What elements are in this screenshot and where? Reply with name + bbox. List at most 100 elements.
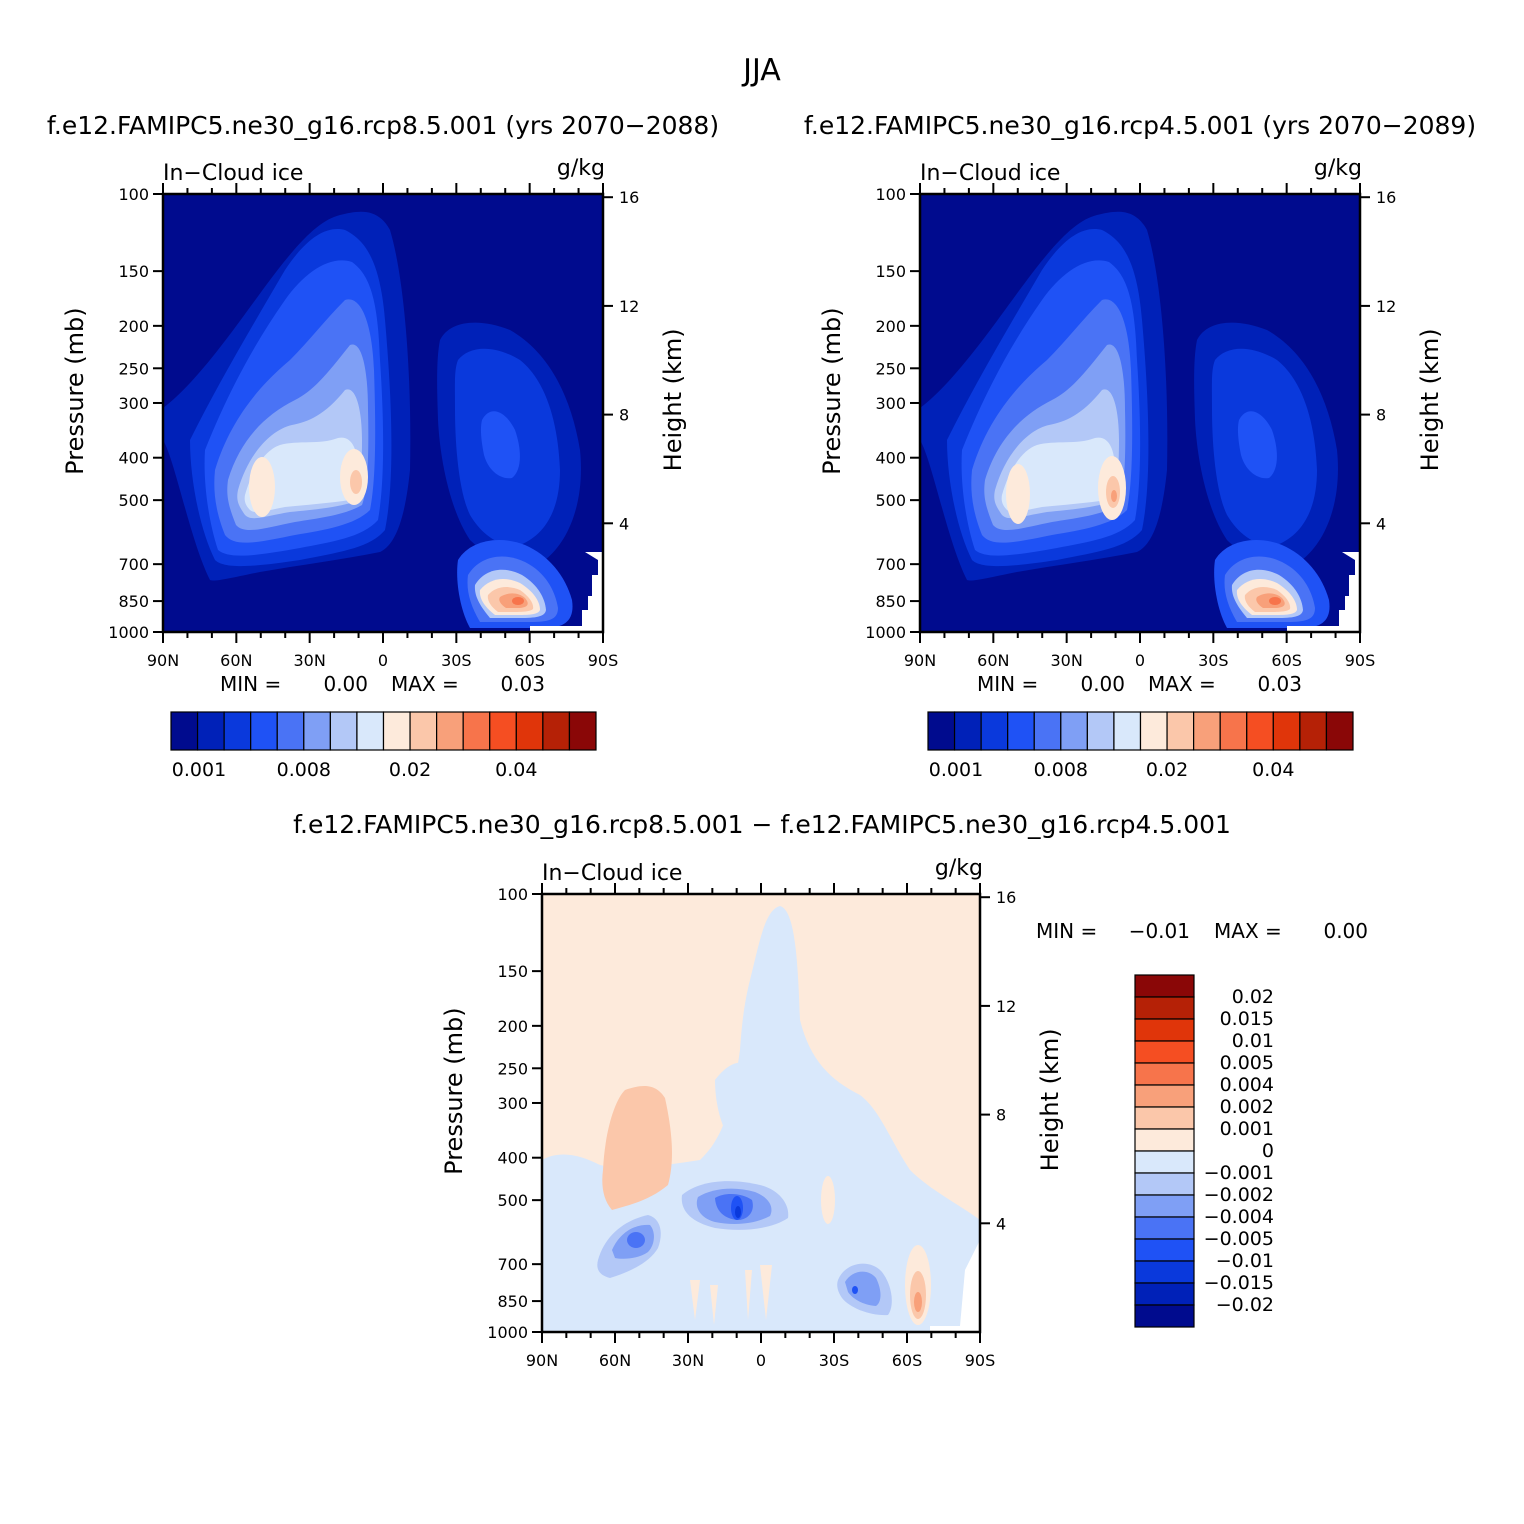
colorbar-box: [223, 711, 252, 751]
colorbar-box: [1134, 1062, 1195, 1086]
x-tick-label: 30S: [819, 1351, 850, 1370]
y-tick-label: 100: [118, 185, 149, 204]
x-tick-label: 0: [378, 651, 388, 670]
colorbar-box: [303, 711, 331, 751]
panel-rcp85: f.e12.FAMIPC5.ne30_g16.rcp8.5.001 (yrs 2…: [47, 111, 719, 781]
y2-tick-label: 16: [1376, 188, 1396, 207]
y-tick-label: 250: [875, 359, 906, 378]
y2-axis-title: Height (km): [1416, 328, 1444, 471]
colorbar-label: −0.001: [1204, 1162, 1274, 1184]
panel-rcp45-units: g/kg: [1314, 156, 1362, 181]
colorbar-box: [1134, 1150, 1195, 1174]
y2-tick-label: 16: [619, 188, 639, 207]
y2-tick-label: 8: [1376, 406, 1386, 425]
y-tick-label: 150: [875, 262, 906, 281]
colorbar-box: [1325, 711, 1354, 751]
panel-rcp85-field: [163, 194, 603, 632]
colorbar-label: 0.015: [1220, 1008, 1274, 1030]
colorbar-box: [1134, 1304, 1195, 1328]
y-tick-label: 150: [118, 262, 149, 281]
panel-rcp85-colorbar: 0.001 0.008 0.02 0.04: [170, 711, 597, 781]
y2-tick-label: 12: [619, 297, 639, 316]
colorbar-label: −0.015: [1204, 1272, 1274, 1294]
colorbar-box: [1134, 996, 1195, 1020]
colorbar-box: [1246, 711, 1274, 751]
colorbar-box: [1086, 711, 1115, 751]
y-tick-label: 850: [118, 592, 149, 611]
x-tick-label: 90S: [1345, 651, 1376, 670]
x-tick-label: 60N: [977, 651, 1009, 670]
colorbar-box: [1113, 711, 1142, 751]
panel-rcp85-max-label: MAX =: [391, 672, 459, 696]
y-axis-title: Pressure (mb): [440, 1007, 468, 1174]
colorbar-label: 0.04: [1252, 759, 1294, 781]
panel-rcp45-left-label: In−Cloud ice: [920, 161, 1060, 186]
colorbar-label: 0.001: [929, 759, 983, 781]
colorbar-box: [1134, 1282, 1195, 1306]
panel-difference-field: [542, 894, 980, 1332]
y-tick-label: 300: [497, 1094, 528, 1113]
y-tick-label: 150: [497, 962, 528, 981]
colorbar-box: [927, 711, 956, 751]
colorbar-box: [1219, 711, 1248, 751]
panel-rcp45-min-label: MIN =: [977, 672, 1038, 696]
y-tick-label: 500: [875, 491, 906, 510]
colorbar-label: 0.02: [1232, 986, 1274, 1008]
colorbar-box: [1134, 1106, 1195, 1130]
y2-tick-label: 8: [996, 1106, 1006, 1125]
x-tick-label: 90S: [965, 1351, 996, 1370]
y2-tick-label: 8: [619, 406, 629, 425]
y-tick-label: 700: [497, 1255, 528, 1274]
colorbar-box: [1139, 711, 1168, 751]
colorbar-box: [1134, 1216, 1195, 1240]
colorbar-label: 0.04: [495, 759, 537, 781]
colorbar-label: −0.005: [1204, 1228, 1274, 1250]
panel-difference-max-label: MAX =: [1214, 919, 1282, 943]
y-tick-label: 500: [118, 491, 149, 510]
panel-rcp85-title: f.e12.FAMIPC5.ne30_g16.rcp8.5.001 (yrs 2…: [47, 111, 719, 140]
colorbar-box: [276, 711, 305, 751]
y-tick-label: 200: [118, 317, 149, 336]
colorbar-box: [1193, 711, 1221, 751]
colorbar-box: [1134, 1172, 1195, 1196]
y2-axis-title: Height (km): [659, 328, 687, 471]
y-tick-label: 1000: [108, 623, 149, 642]
colorbar-box: [1134, 1194, 1195, 1218]
panel-difference-title: f.e12.FAMIPC5.ne30_g16.rcp8.5.001 − f.e1…: [293, 810, 1231, 839]
x-tick-label: 30N: [672, 1351, 704, 1370]
colorbar-box: [1134, 974, 1195, 998]
x-tick-label: 0: [756, 1351, 766, 1370]
colorbar-label: −0.002: [1204, 1184, 1274, 1206]
panel-rcp85-min-value: 0.00: [323, 672, 368, 696]
x-tick-label: 60N: [599, 1351, 631, 1370]
colorbar-box: [329, 711, 358, 751]
panel-difference: f.e12.FAMIPC5.ne30_g16.rcp8.5.001 − f.e1…: [293, 810, 1368, 1370]
y-tick-label: 250: [497, 1059, 528, 1078]
colorbar-label: 0.001: [1220, 1118, 1274, 1140]
panel-rcp45-colorbar: 0.001 0.008 0.02 0.04: [927, 711, 1354, 781]
colorbar-label: 0.008: [277, 759, 331, 781]
colorbar-box: [1007, 711, 1035, 751]
panel-difference-min-label: MIN =: [1036, 919, 1097, 943]
colorbar-box: [1134, 1128, 1195, 1152]
colorbar-label: 0.02: [1146, 759, 1188, 781]
colorbar-box: [542, 711, 571, 751]
y-tick-label: 250: [118, 359, 149, 378]
colorbar-box: [462, 711, 491, 751]
colorbar-box: [1134, 1040, 1195, 1064]
panel-difference-left-label: In−Cloud ice: [542, 861, 682, 886]
colorbar-box: [1060, 711, 1088, 751]
y2-tick-label: 4: [619, 514, 629, 533]
x-tick-label: 90N: [526, 1351, 558, 1370]
panel-rcp45-field: [920, 194, 1360, 632]
colorbar-label: 0.005: [1220, 1052, 1274, 1074]
y-tick-label: 700: [875, 555, 906, 574]
panel-rcp45-max-value: 0.03: [1257, 672, 1302, 696]
colorbar-label: −0.02: [1216, 1294, 1274, 1316]
colorbar-label: 0.008: [1034, 759, 1088, 781]
panel-rcp45-max-label: MAX =: [1148, 672, 1216, 696]
panel-difference-colorbar: 0.020.0150.010.0050.0040.0020.0010−0.001…: [1134, 974, 1274, 1328]
y-tick-label: 100: [497, 885, 528, 904]
y-tick-label: 1000: [487, 1323, 528, 1342]
x-tick-label: 30S: [441, 651, 472, 670]
